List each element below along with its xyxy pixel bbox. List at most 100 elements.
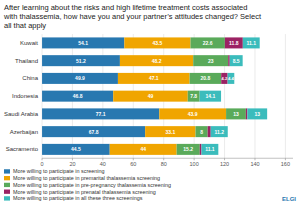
data-label: 44 bbox=[140, 146, 146, 152]
bars bbox=[42, 37, 267, 154]
legend-swatch bbox=[4, 196, 10, 200]
data-label: 49 bbox=[148, 93, 154, 99]
data-label: 4.2 bbox=[222, 76, 228, 81]
bar-segment bbox=[145, 126, 195, 137]
legend-label: More willing to participate in screening bbox=[13, 168, 104, 174]
annotation: ELGI bbox=[282, 196, 296, 202]
x-tick-label: 160 bbox=[281, 161, 290, 167]
data-label: 20.8 bbox=[201, 75, 211, 81]
bar-segment bbox=[110, 144, 177, 155]
data-label: 11.2 bbox=[214, 129, 224, 135]
bar-segment bbox=[118, 73, 190, 84]
data-label: 22.6 bbox=[203, 40, 213, 46]
data-label: 13 bbox=[233, 111, 239, 117]
data-label: 67.8 bbox=[89, 129, 99, 135]
bar-segment bbox=[120, 55, 193, 66]
x-tick-label: 0 bbox=[41, 161, 44, 167]
legend-label: More willing to participate in pre-pregn… bbox=[13, 182, 171, 188]
bar-segment bbox=[208, 126, 211, 137]
bar-segment bbox=[113, 91, 188, 102]
legend-swatch bbox=[4, 169, 10, 173]
legend: More willing to participate in screening… bbox=[4, 168, 171, 201]
data-label: 11.1 bbox=[247, 40, 257, 46]
data-label: 7.8 bbox=[190, 93, 197, 99]
bar-segment bbox=[200, 144, 202, 155]
data-label: 47.1 bbox=[149, 75, 159, 81]
data-label: 49.9 bbox=[75, 75, 85, 81]
category-label: Azerbaijan bbox=[10, 129, 38, 135]
bar-segment bbox=[193, 55, 228, 66]
bar-segment bbox=[225, 37, 243, 48]
grid-line bbox=[224, 34, 225, 158]
bar-segment bbox=[190, 73, 222, 84]
title-line: all that apply bbox=[4, 21, 46, 30]
category-label: Sacramento bbox=[6, 146, 39, 152]
category-label: Thailand bbox=[15, 58, 38, 64]
x-tick-label: 120 bbox=[220, 161, 229, 167]
bar-segment bbox=[42, 55, 120, 66]
data-label: 23 bbox=[208, 58, 214, 64]
x-tick-label: 60 bbox=[130, 161, 136, 167]
data-label: 4.4 bbox=[228, 76, 235, 81]
bar-segment bbox=[230, 55, 243, 66]
bar-segment bbox=[42, 37, 124, 48]
bar-segment bbox=[247, 108, 267, 119]
bar-segment bbox=[228, 55, 230, 66]
bar-segment bbox=[228, 73, 235, 84]
title: After learning about the risks and high … bbox=[3, 3, 262, 30]
data-label: 8.5 bbox=[233, 58, 240, 64]
x-tick-label: 40 bbox=[100, 161, 106, 167]
bar-segment bbox=[124, 37, 190, 48]
category-label: China bbox=[22, 75, 38, 81]
bar-segment bbox=[211, 126, 228, 137]
grid-line bbox=[254, 34, 255, 158]
legend-swatch bbox=[4, 183, 10, 187]
bar-segment bbox=[196, 126, 208, 137]
bar-segment bbox=[42, 144, 110, 155]
x-tick-label: 100 bbox=[190, 161, 199, 167]
bar-segment bbox=[243, 37, 260, 48]
data-label: 54.1 bbox=[78, 40, 88, 46]
legend-swatch bbox=[4, 176, 10, 180]
bar-segment bbox=[221, 73, 227, 84]
legend-label: More willing to participate in premarita… bbox=[13, 175, 160, 181]
data-labels: 54.151.249.946.877.167.844.543.548.247.1… bbox=[71, 40, 260, 152]
data-label: 43.5 bbox=[153, 40, 163, 46]
data-label: 51.2 bbox=[76, 58, 86, 64]
legend-label: More willing to participate in all these… bbox=[13, 195, 143, 201]
data-label: 33.1 bbox=[165, 129, 175, 135]
title-line: After learning about the risks and high … bbox=[4, 3, 247, 12]
bar-segment bbox=[190, 37, 224, 48]
legend-label: More willing to participate in prenatal … bbox=[13, 189, 156, 195]
bar-segment bbox=[42, 108, 159, 119]
x-tick-label: 140 bbox=[250, 161, 259, 167]
category-label: Kuwait bbox=[20, 40, 38, 46]
data-label: 15.2 bbox=[183, 146, 193, 152]
chart: After learning about the risks and high … bbox=[0, 0, 300, 204]
data-label: 77.1 bbox=[96, 111, 106, 117]
x-tick-label: 80 bbox=[161, 161, 167, 167]
data-label: 11.1 bbox=[205, 146, 215, 152]
data-label: 8 bbox=[200, 129, 203, 135]
title-line: with thalassemia, how have you and your … bbox=[3, 12, 262, 21]
bar-segment bbox=[201, 144, 218, 155]
grid bbox=[42, 34, 285, 158]
data-label: 11.8 bbox=[229, 40, 239, 46]
x-tick-label: 20 bbox=[69, 161, 75, 167]
category-label: Saudi Arabia bbox=[4, 111, 39, 117]
x-axis-line bbox=[42, 158, 293, 159]
bar-segment bbox=[42, 73, 118, 84]
bar-segment bbox=[177, 144, 200, 155]
data-label: 46.8 bbox=[73, 93, 83, 99]
data-label: 14.1 bbox=[205, 93, 215, 99]
data-label: 13 bbox=[254, 111, 260, 117]
grid-line bbox=[285, 34, 286, 158]
bar-segment bbox=[159, 108, 226, 119]
bar-segment bbox=[188, 91, 200, 102]
bar-segment bbox=[200, 91, 221, 102]
bar-segment bbox=[226, 108, 246, 119]
bar-segment bbox=[42, 91, 113, 102]
bar-segment bbox=[246, 108, 248, 119]
legend-swatch bbox=[4, 190, 10, 194]
data-label: 48.2 bbox=[152, 58, 162, 64]
